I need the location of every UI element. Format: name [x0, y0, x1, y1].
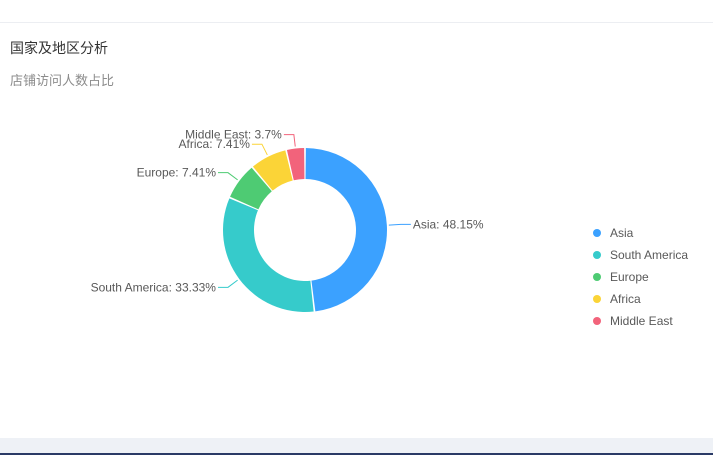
slice-europe[interactable]	[230, 167, 272, 210]
data-label-asia: Asia: 48.15%	[413, 217, 484, 231]
donut-chart-svg: Asia: 48.15% South America: 33.33% Europe:…	[91, 128, 689, 328]
legend-marker-south-america	[593, 251, 601, 259]
slice-asia[interactable]	[305, 148, 387, 312]
legend-item-africa[interactable]: Africa	[610, 292, 641, 306]
legend-marker-europe	[593, 273, 601, 281]
leader-line-europe	[217, 172, 238, 181]
card-subtitle: 店铺访问人数占比	[10, 73, 115, 88]
card-title: 国家及地区分析	[10, 40, 108, 56]
legend-item-europe[interactable]: Europe	[610, 270, 649, 284]
bottom-scroll-band	[0, 438, 713, 455]
slice-africa[interactable]	[252, 150, 293, 191]
data-label-middle-east: Middle East: 3.7%	[185, 128, 282, 142]
legend-marker-africa	[593, 295, 601, 303]
leader-line-asia	[388, 223, 411, 226]
legend-item-asia[interactable]: Asia	[610, 226, 634, 240]
data-label-europe: Europe: 7.41%	[137, 166, 217, 180]
data-label-africa: Africa: 7.41%	[179, 137, 251, 151]
legend-marker-middle-east	[593, 317, 601, 325]
donut-chart: Asia: 48.15% South America: 33.33% Europe:…	[0, 90, 713, 430]
leader-line-south-america	[217, 279, 238, 288]
legend-marker-asia	[593, 229, 601, 237]
legend-item-south-america[interactable]: South America	[610, 248, 688, 262]
top-divider	[0, 22, 713, 23]
legend-item-middle-east[interactable]: Middle East	[610, 314, 673, 328]
slice-middle-east[interactable]	[286, 148, 305, 181]
leader-line-middle-east	[283, 134, 296, 147]
slice-south-america[interactable]	[223, 198, 314, 312]
data-label-south-america: South America: 33.33%	[91, 280, 217, 294]
leader-line-africa	[251, 143, 268, 156]
